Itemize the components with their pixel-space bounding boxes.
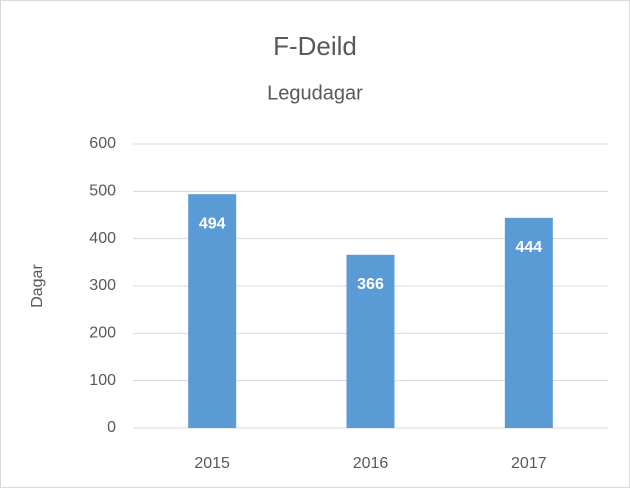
x-tick-label: 2016 [353,455,389,472]
y-tick-label: 100 [89,372,116,389]
data-label: 366 [357,276,384,293]
y-tick-label: 300 [89,277,116,294]
bar [346,254,395,428]
y-tick-label: 400 [89,230,116,247]
x-tick-label: 2017 [511,455,547,472]
chart-title: F-Deild [273,31,357,61]
data-label: 444 [515,239,542,256]
y-tick-label: 600 [89,135,116,152]
bar [188,194,237,428]
y-axis-label: Dagar [29,264,46,308]
y-tick-label: 500 [89,183,116,200]
y-tick-label: 0 [107,419,116,436]
data-label: 494 [199,215,226,232]
chart-subtitle: Legudagar [267,82,363,104]
x-tick-label: 2015 [194,455,230,472]
bar [504,217,553,428]
y-tick-label: 200 [89,325,116,342]
